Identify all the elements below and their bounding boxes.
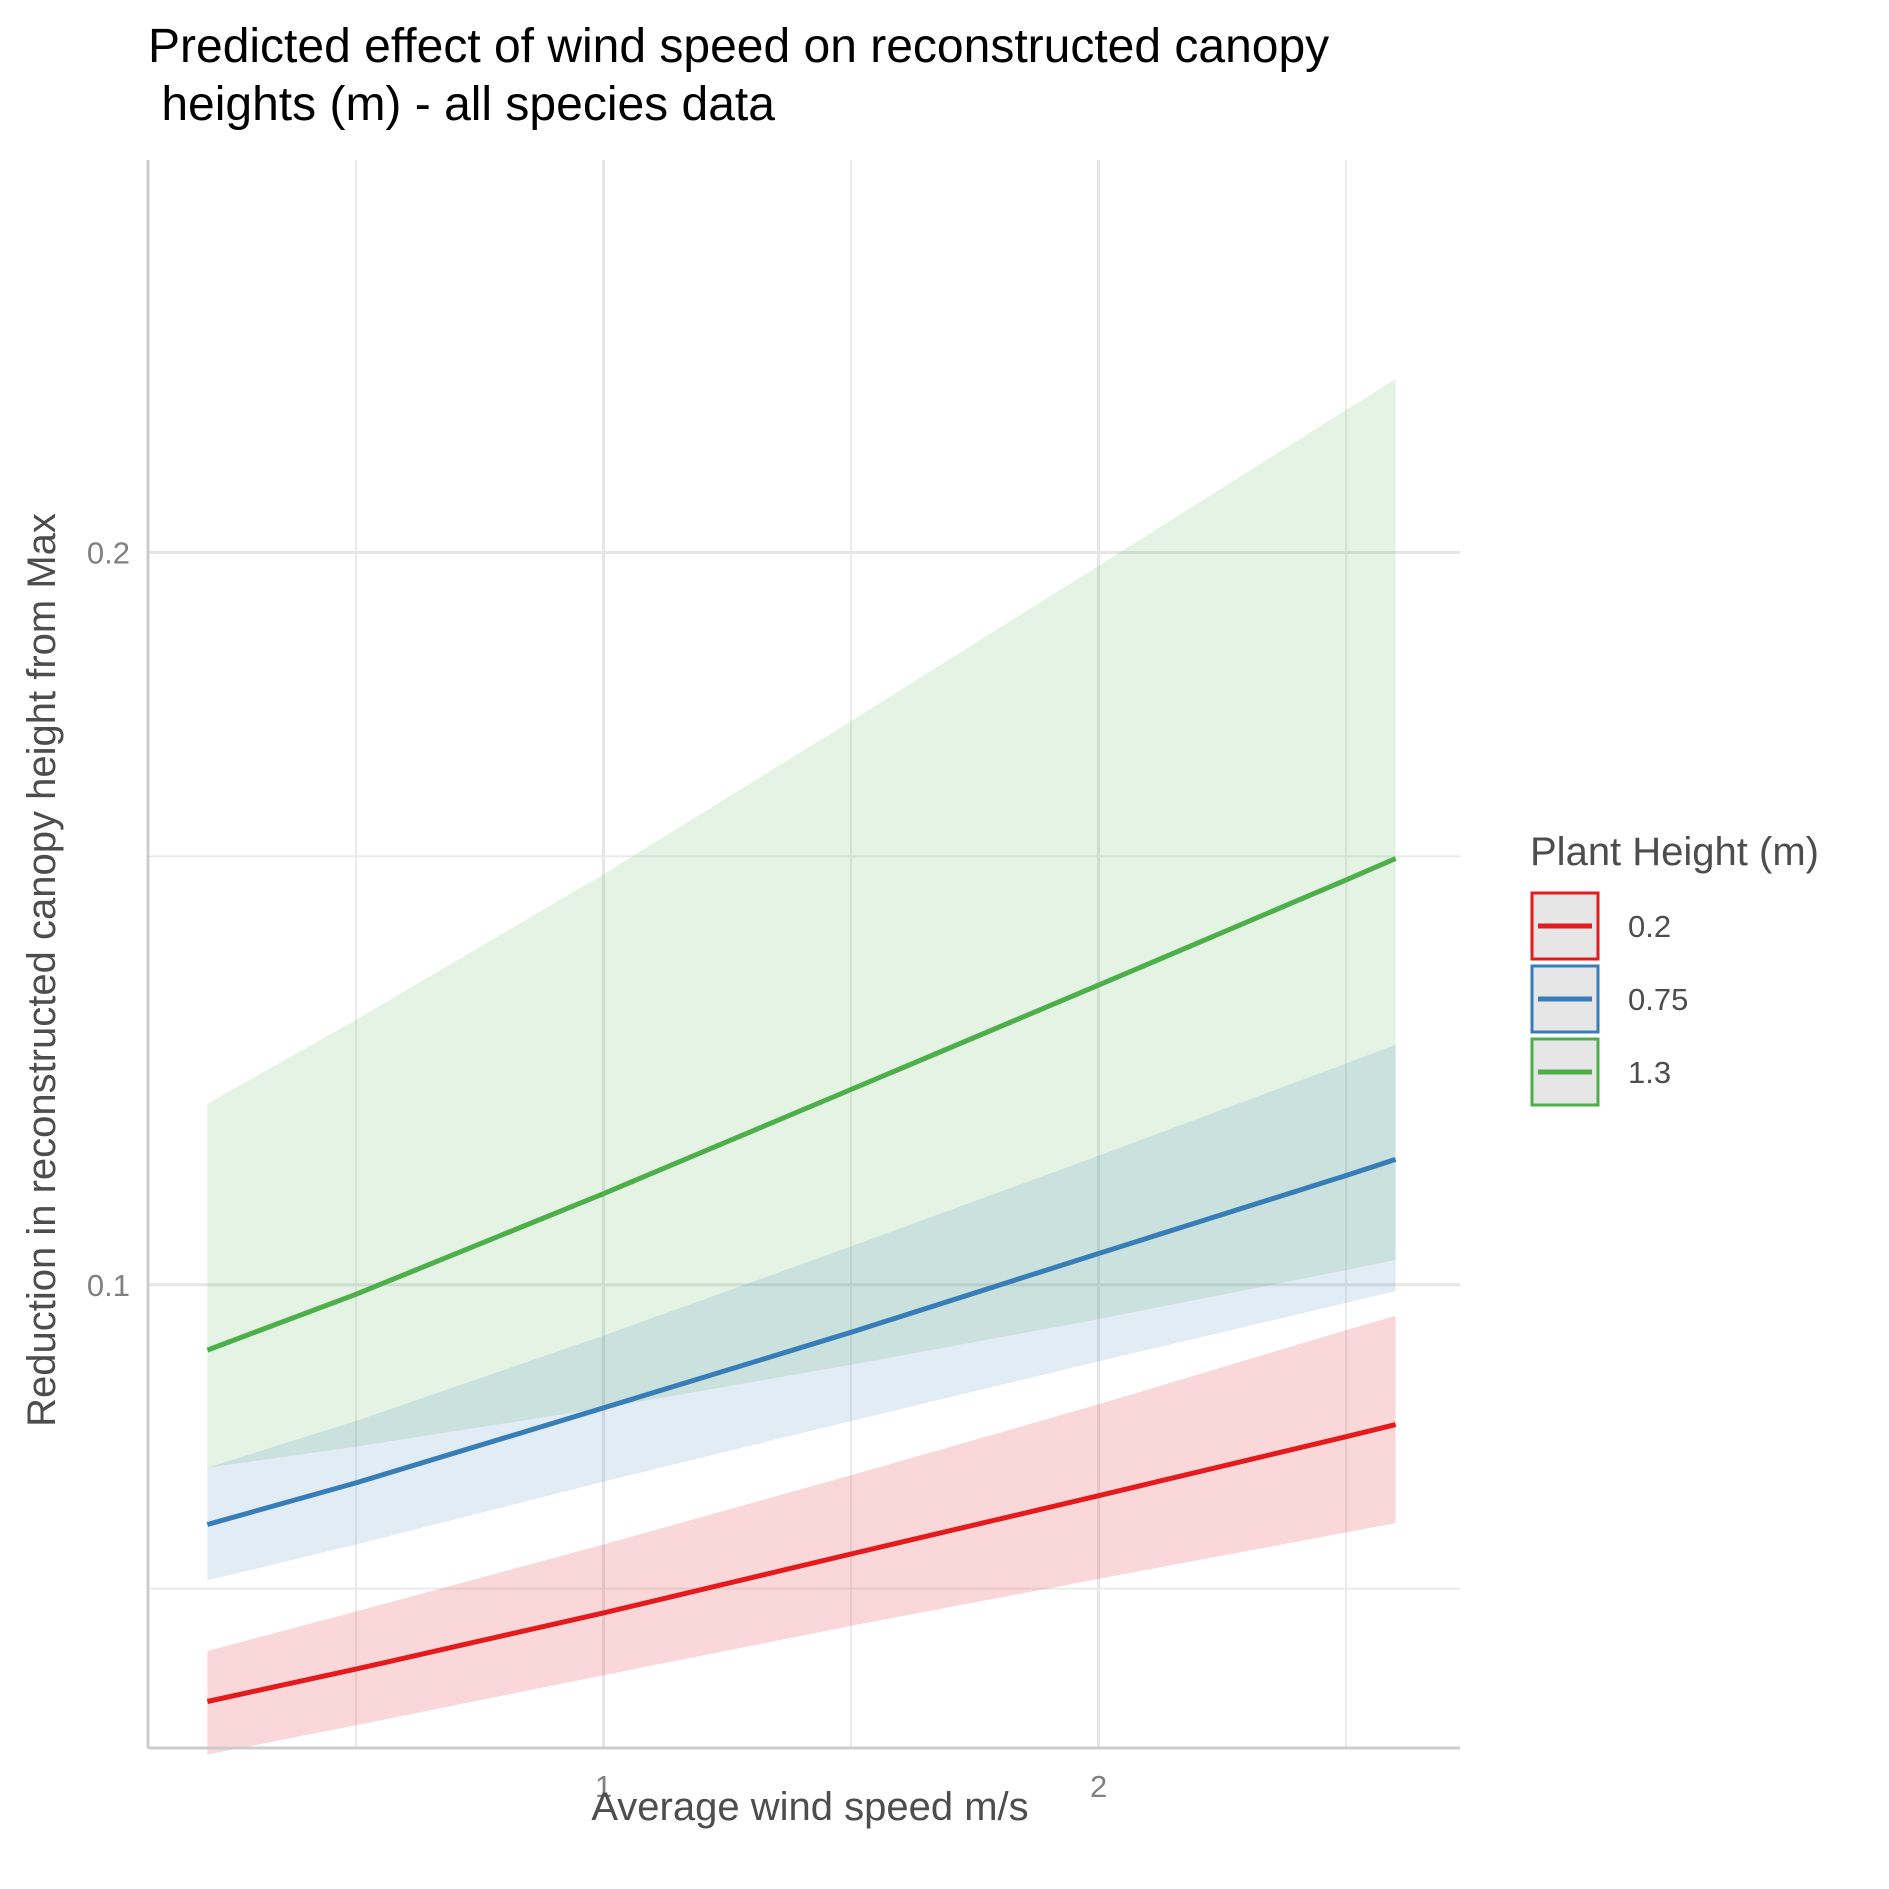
legend-label-0: 0.2 bbox=[1628, 909, 1671, 944]
band-series-2 bbox=[207, 379, 1396, 1468]
chart-title-line1: Predicted effect of wind speed on recons… bbox=[148, 20, 1329, 73]
legend-label-1: 0.75 bbox=[1628, 982, 1688, 1017]
line-series-2 bbox=[206, 856, 1397, 1353]
axes bbox=[146, 160, 1460, 1750]
tick-labels: 1 2 0.1 0.2 bbox=[87, 536, 1107, 1804]
grid bbox=[148, 160, 1460, 1748]
band-series-0 bbox=[207, 1315, 1396, 1755]
legend-title: Plant Height (m) bbox=[1530, 830, 1819, 874]
series-lines bbox=[206, 856, 1397, 1704]
chart-title-line2: heights (m) - all species data bbox=[148, 78, 775, 131]
confidence-bands bbox=[207, 379, 1396, 1755]
line-series-1 bbox=[206, 1157, 1397, 1527]
x-tick-label-0: 1 bbox=[595, 1769, 612, 1804]
legend: Plant Height (m) 0.2 0.75 1.3 bbox=[1530, 830, 1819, 1107]
y-tick-label-0: 0.1 bbox=[87, 1268, 130, 1303]
y-axis-title: Reduction in reconstructed canopy height… bbox=[20, 513, 64, 1427]
y-tick-label-1: 0.2 bbox=[87, 536, 130, 571]
x-axis-title: Average wind speed m/s bbox=[591, 1785, 1028, 1829]
band-series-1 bbox=[207, 1044, 1396, 1581]
x-tick-label-1: 2 bbox=[1090, 1769, 1107, 1804]
legend-label-2: 1.3 bbox=[1628, 1055, 1671, 1090]
line-series-0 bbox=[206, 1422, 1397, 1704]
